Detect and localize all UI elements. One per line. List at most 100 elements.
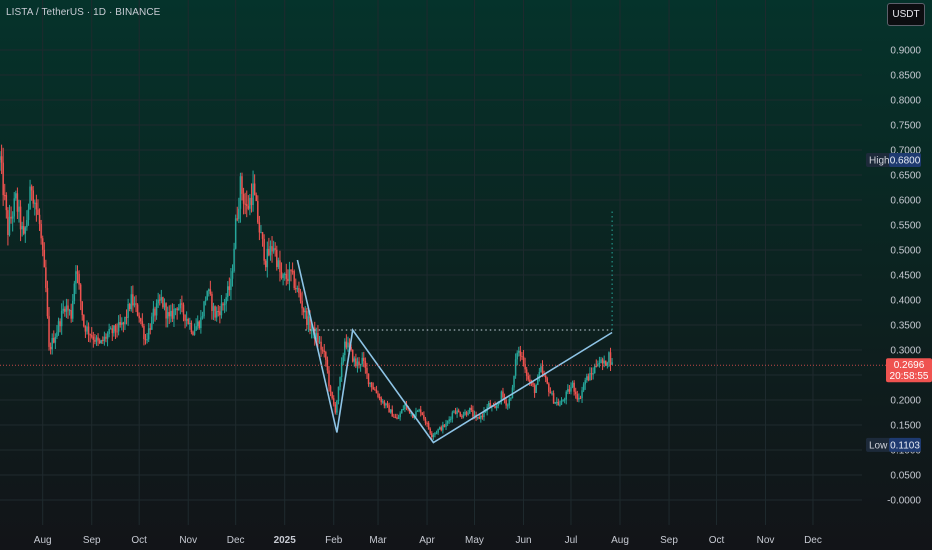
candle-body	[165, 303, 167, 319]
candle-body	[412, 413, 414, 418]
candle-body	[124, 316, 126, 325]
candle-body	[578, 397, 580, 400]
candle-body	[391, 409, 393, 417]
candle-body	[203, 301, 205, 317]
time-axis[interactable]: Aug Sep Oct Nov Dec 2025 Feb Mar Apr May Jun Jul Aug…	[34, 535, 822, 546]
candle-body	[166, 312, 169, 319]
price-tick-label: 0.3500	[890, 321, 921, 332]
candle-body	[535, 384, 537, 394]
candle-body	[457, 410, 460, 413]
candle-body	[231, 271, 234, 279]
candle-body	[340, 362, 343, 378]
candle-body	[285, 273, 288, 279]
low-value-tag	[889, 437, 921, 452]
candle-body	[193, 330, 196, 335]
candle-body	[461, 416, 463, 418]
candle-body	[125, 316, 128, 318]
candle-body	[70, 310, 72, 319]
candle-body	[114, 325, 117, 332]
candle-body	[279, 260, 281, 272]
price-tick-label: 0.2000	[890, 396, 921, 407]
candle-body	[513, 375, 515, 388]
candle-body	[75, 271, 77, 284]
candle-body	[606, 362, 609, 366]
candle-body	[34, 202, 36, 204]
candle-body	[277, 260, 280, 267]
candle-body	[497, 403, 499, 406]
candle-body	[56, 332, 58, 337]
candle-body	[358, 361, 360, 366]
candle-body	[22, 226, 25, 234]
candle-body	[60, 310, 63, 327]
candle-body	[404, 404, 406, 410]
candle-body	[86, 326, 88, 332]
candle-body	[339, 377, 341, 387]
candle-body	[258, 222, 261, 233]
candle-body	[141, 321, 144, 326]
candle-body	[350, 347, 352, 350]
candle-body	[431, 433, 433, 438]
candle-body	[584, 380, 586, 385]
high-value-tag	[889, 153, 921, 167]
candle-body	[518, 350, 520, 353]
candle-body	[51, 337, 53, 350]
candle-body	[49, 346, 52, 350]
candle-body	[192, 332, 194, 335]
high-label-tag	[866, 153, 892, 167]
candle-body	[163, 303, 166, 308]
price-axis[interactable]: 0.9000 0.8500 0.8000 0.7500 0.7000 0.6500 0.60…	[887, 46, 921, 507]
candle-body	[592, 373, 594, 375]
w-pattern-line[interactable]	[296, 259, 613, 444]
candle-body	[408, 408, 411, 414]
time-tick-label: Feb	[325, 535, 343, 546]
candle-body	[366, 367, 368, 374]
candle-body	[255, 194, 257, 202]
candle-body	[579, 397, 582, 399]
candle-body	[589, 373, 591, 381]
candle-body	[182, 304, 185, 315]
candle-body	[402, 409, 405, 411]
candle-body	[315, 333, 318, 340]
candle-body	[389, 409, 392, 413]
price-tick-label: -0.0000	[887, 496, 921, 507]
candle-body	[288, 269, 291, 282]
candle-body	[62, 308, 65, 311]
candle-body	[400, 409, 403, 414]
candle-body	[571, 382, 574, 388]
candle-body	[559, 404, 561, 406]
currency-button[interactable]: USDT	[887, 3, 925, 26]
candle-body	[94, 339, 96, 342]
candle-body	[505, 400, 507, 406]
candle-body	[451, 412, 454, 419]
candle-body	[155, 303, 158, 316]
last-price-tag	[886, 358, 932, 383]
candle-body	[456, 410, 458, 414]
candle-body	[135, 303, 137, 305]
candle-body	[250, 197, 253, 206]
candle-body	[307, 316, 310, 325]
candle-body	[160, 297, 163, 301]
candle-body	[130, 294, 133, 310]
candle-body	[380, 397, 382, 403]
price-tick-label: 0.4000	[890, 296, 921, 307]
candle-body	[448, 419, 450, 422]
candle-body	[181, 303, 183, 305]
candle-body	[239, 176, 242, 209]
high-value: 0.6800	[890, 156, 921, 167]
candle-body	[574, 391, 577, 395]
candle-body	[176, 308, 178, 311]
candle-body	[424, 418, 427, 423]
candle-body	[328, 370, 330, 387]
candle-body	[68, 310, 71, 312]
candle-body	[487, 402, 490, 407]
candle-body	[511, 387, 514, 399]
candle-body	[356, 361, 359, 367]
candle-body	[506, 405, 509, 407]
candle-body	[299, 293, 302, 301]
pattern-drawings[interactable]	[296, 210, 613, 444]
candle-body	[35, 202, 38, 210]
candle-body	[111, 328, 114, 334]
candle-body	[264, 260, 267, 268]
